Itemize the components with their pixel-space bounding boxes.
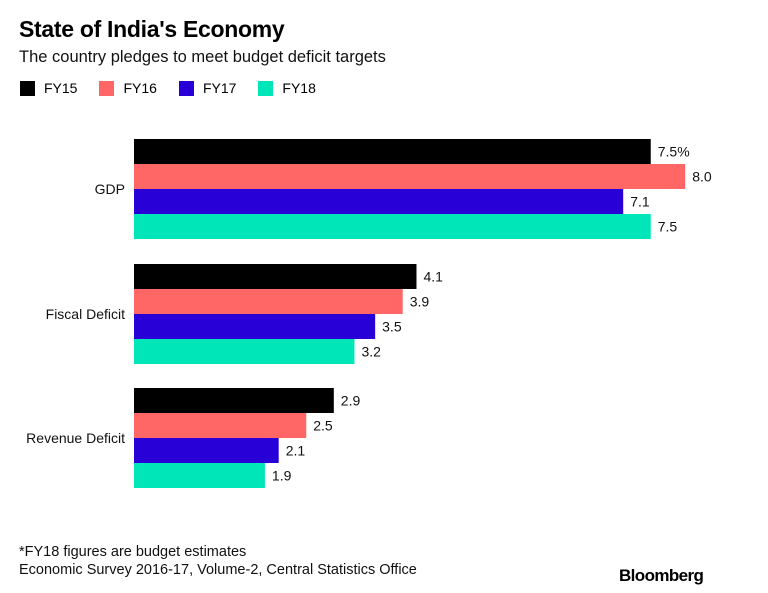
legend-label: FY17	[202, 80, 237, 96]
value-label-revenue-deficit-fy18: 1.9	[272, 468, 292, 484]
bar-revenue-deficit-fy15	[134, 388, 334, 413]
legend-label: FY16	[123, 80, 157, 96]
bloomberg-logo: Bloomberg	[619, 566, 704, 585]
bar-fiscal-deficit-fy16	[134, 289, 403, 314]
legend-swatch	[20, 80, 35, 96]
category-label-revenue-deficit: Revenue Deficit	[26, 430, 125, 446]
legend-label: FY15	[44, 80, 78, 96]
value-label-gdp-fy15: 7.5%	[658, 144, 690, 160]
legend-swatch	[178, 80, 194, 96]
source-note: Economic Survey 2016-17, Volume-2, Centr…	[19, 562, 417, 578]
value-label-revenue-deficit-fy16: 2.5	[313, 418, 333, 434]
value-label-fiscal-deficit-fy18: 3.2	[361, 344, 381, 360]
bar-fiscal-deficit-fy18	[134, 339, 355, 364]
chart-subtitle: The country pledges to meet budget defic…	[19, 48, 386, 66]
bar-gdp-fy15	[134, 139, 651, 164]
legend: FY15 FY16 FY17 FY18	[20, 80, 338, 96]
value-label-gdp-fy17: 7.1	[630, 194, 650, 210]
value-label-revenue-deficit-fy17: 2.1	[286, 443, 306, 459]
bar-gdp-fy16	[134, 164, 686, 189]
value-label-fiscal-deficit-fy16: 3.9	[410, 294, 430, 310]
category-label-gdp: GDP	[95, 181, 125, 197]
bar-gdp-fy18	[134, 214, 651, 239]
legend-swatch	[258, 80, 274, 96]
bar-fiscal-deficit-fy15	[134, 264, 417, 289]
legend-label: FY18	[282, 80, 316, 96]
legend-item-fy18: FY18	[258, 80, 316, 96]
legend-swatch	[99, 80, 115, 96]
bar-fiscal-deficit-fy17	[134, 314, 376, 339]
legend-item-fy15: FY15	[20, 80, 77, 96]
legend-item-fy17: FY17	[178, 80, 237, 96]
bar-revenue-deficit-fy18	[134, 463, 265, 488]
chart-title: State of India's Economy	[19, 16, 285, 42]
value-label-fiscal-deficit-fy15: 4.1	[423, 269, 443, 285]
footnote: *FY18 figures are budget estimates Econo…	[19, 543, 417, 579]
bar-revenue-deficit-fy17	[134, 438, 279, 463]
value-label-revenue-deficit-fy15: 2.9	[341, 393, 361, 409]
bar-gdp-fy17	[134, 189, 624, 214]
value-label-fiscal-deficit-fy17: 3.5	[382, 319, 402, 335]
category-label-fiscal-deficit: Fiscal Deficit	[46, 306, 125, 322]
estimate-note: *FY18 figures are budget estimates	[19, 544, 247, 560]
bar-revenue-deficit-fy16	[134, 413, 307, 438]
legend-item-fy16: FY16	[99, 80, 157, 96]
value-label-gdp-fy18: 7.5	[658, 219, 678, 235]
value-label-gdp-fy16: 8.0	[692, 169, 712, 185]
